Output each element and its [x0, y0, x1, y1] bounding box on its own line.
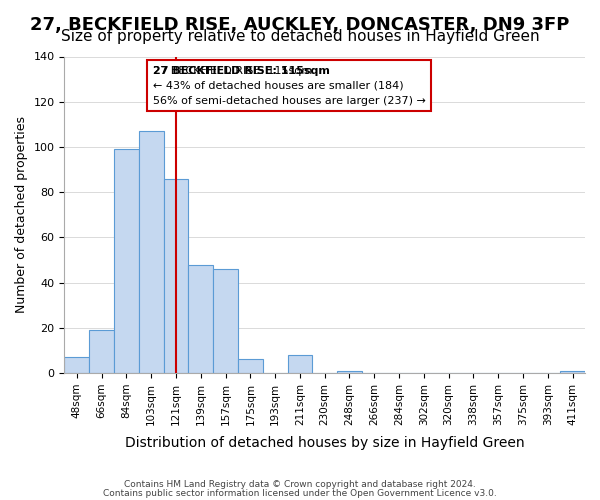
Text: Contains public sector information licensed under the Open Government Licence v3: Contains public sector information licen…	[103, 488, 497, 498]
Bar	[238, 360, 263, 373]
Bar	[213, 269, 238, 373]
Bar	[560, 371, 585, 373]
Text: 27 BECKFIELD RISE: 115sqm: 27 BECKFIELD RISE: 115sqm	[153, 66, 330, 76]
Text: 27, BECKFIELD RISE, AUCKLEY, DONCASTER, DN9 3FP: 27, BECKFIELD RISE, AUCKLEY, DONCASTER, …	[31, 16, 569, 34]
Text: Contains HM Land Registry data © Crown copyright and database right 2024.: Contains HM Land Registry data © Crown c…	[124, 480, 476, 489]
Y-axis label: Number of detached properties: Number of detached properties	[15, 116, 28, 314]
Bar	[89, 330, 114, 373]
Bar	[287, 355, 313, 373]
X-axis label: Distribution of detached houses by size in Hayfield Green: Distribution of detached houses by size …	[125, 436, 524, 450]
Bar	[337, 371, 362, 373]
Text: Size of property relative to detached houses in Hayfield Green: Size of property relative to detached ho…	[61, 29, 539, 44]
Text: 27 BECKFIELD RISE: 115sqm
← 43% of detached houses are smaller (184)
56% of semi: 27 BECKFIELD RISE: 115sqm ← 43% of detac…	[153, 66, 426, 106]
Bar	[64, 357, 89, 373]
Bar	[114, 149, 139, 373]
Bar	[164, 178, 188, 373]
Bar	[188, 264, 213, 373]
Bar	[139, 131, 164, 373]
